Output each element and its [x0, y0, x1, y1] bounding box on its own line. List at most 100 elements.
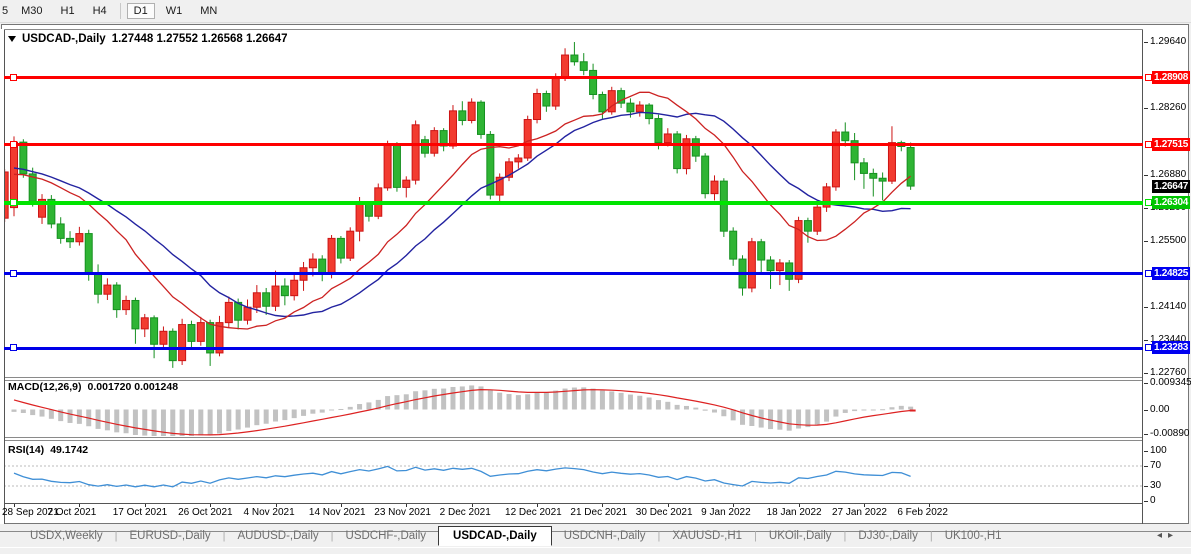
macd-histogram-bar	[553, 390, 559, 410]
scroll-left-button[interactable]: ◂	[1156, 530, 1168, 541]
macd-histogram-bar	[842, 409, 848, 413]
macd-signal-line	[13, 388, 911, 436]
hline-1.26304[interactable]	[4, 200, 1143, 205]
macd-histogram-bar	[394, 395, 400, 410]
macd-histogram-bar	[487, 390, 493, 410]
macd-histogram-bar	[805, 409, 811, 428]
candle-body	[729, 230, 738, 260]
hline-left-handle[interactable]	[10, 199, 17, 207]
date-label: 2 Dec 2021	[439, 507, 491, 518]
price-tick-mark	[1144, 207, 1148, 209]
price-tick-mark	[1144, 174, 1148, 176]
hline-left-handle[interactable]	[10, 344, 17, 352]
hline-1.28908[interactable]	[4, 75, 1143, 79]
candle-body	[794, 220, 803, 280]
timeframe-button-m30[interactable]: M30	[21, 5, 43, 17]
tab-usdchf-daily[interactable]: USDCHF-,Daily	[345, 530, 427, 542]
macd-histogram-bar	[160, 409, 166, 436]
timeframe-button-mn[interactable]: MN	[200, 5, 218, 17]
macd-histogram-bar	[179, 409, 185, 436]
scroll-right-button[interactable]: ▸	[1167, 530, 1179, 541]
tab-ukoil-daily[interactable]: UKOil-,Daily	[768, 530, 832, 542]
tab-bar-divider	[0, 531, 1191, 532]
macd-histogram-bar	[151, 409, 157, 436]
macd-histogram-bar	[375, 399, 381, 410]
tab-separator: |	[754, 530, 757, 542]
macd-tick-label: 0.009345	[1150, 377, 1191, 389]
candle-body	[775, 262, 784, 272]
macd-histogram-bar	[132, 409, 138, 436]
candle-body	[448, 110, 457, 147]
candle-body	[505, 161, 514, 178]
timeframe-button-h1[interactable]: H1	[60, 5, 75, 17]
ma-slow-line	[13, 111, 911, 318]
macd-histogram-bar	[646, 397, 652, 410]
candle-body	[439, 130, 448, 147]
tab-usdx-weekly[interactable]: USDX,Weekly	[30, 530, 103, 542]
macd-histogram-bar	[768, 409, 774, 430]
macd-histogram-bar	[207, 409, 213, 436]
candle-body	[654, 118, 663, 144]
macd-tick-label: 0.00	[1150, 403, 1170, 415]
tab-eurusd-daily[interactable]: EURUSD-,Daily	[129, 530, 211, 542]
macd-histogram-bar	[385, 396, 391, 410]
date-label: 9 Jan 2022	[701, 507, 751, 518]
date-tick-mark	[275, 504, 277, 507]
candle-body	[168, 330, 177, 362]
tab-usdcad-daily[interactable]: USDCAD-,Daily	[438, 526, 552, 546]
timeframe-button-5[interactable]: 5	[2, 5, 9, 17]
candle-body	[747, 241, 756, 289]
date-tick-mark	[14, 504, 15, 507]
candle-body	[645, 104, 654, 120]
hline-right-handle[interactable]	[1145, 344, 1152, 352]
macd-histogram-bar	[20, 409, 26, 413]
date-tick-mark	[79, 504, 81, 507]
hline-left-handle[interactable]	[10, 270, 17, 278]
candle-body	[803, 220, 812, 232]
price-tick-mark	[1144, 108, 1148, 110]
tab-scroll-arrows: ◂▸	[1157, 530, 1179, 541]
hline-1.23283[interactable]	[4, 346, 1143, 350]
candle-body	[719, 180, 728, 232]
candle-body	[215, 322, 224, 354]
timeframe-button-d1[interactable]: D1	[126, 3, 155, 19]
hline-right-handle[interactable]	[1145, 73, 1152, 81]
tab-separator: |	[843, 530, 847, 542]
price-tick-mark	[1144, 241, 1148, 243]
chevron-down-icon	[8, 36, 16, 42]
chart-canvas[interactable]	[0, 0, 1143, 526]
date-label: 4 Nov 2021	[243, 507, 295, 518]
candle-body	[766, 259, 775, 272]
macd-histogram-bar	[11, 409, 17, 412]
hline-right-handle[interactable]	[1145, 199, 1152, 207]
hline-1.24825[interactable]	[4, 272, 1143, 276]
candle-body	[150, 317, 159, 345]
left-margin-mask	[0, 29, 4, 526]
macd-histogram-bar	[357, 404, 363, 410]
candle-body	[280, 285, 289, 297]
hline-right-handle[interactable]	[1145, 270, 1152, 278]
price-tick-label: 1.24140	[1150, 300, 1187, 312]
macd-histogram-bar	[525, 394, 531, 410]
tab-uk100-h1[interactable]: UK100-,H1	[944, 530, 1002, 542]
hline-left-handle[interactable]	[10, 73, 17, 81]
hline-left-handle[interactable]	[10, 140, 17, 148]
ma-fast-line	[13, 91, 911, 330]
timeframe-button-h4[interactable]: H4	[92, 5, 107, 17]
date-tick-mark	[210, 504, 212, 507]
candle-body	[551, 76, 560, 107]
tab-dj30-daily[interactable]: DJ30-,Daily	[858, 530, 918, 542]
macd-histogram-bar	[571, 387, 577, 410]
candle-body	[56, 223, 65, 239]
hline-right-handle[interactable]	[1145, 140, 1152, 148]
tab-xauusd-h1[interactable]: XAUUSD-,H1	[672, 530, 743, 542]
tab-audusd-daily[interactable]: AUDUSD-,Daily	[237, 530, 319, 542]
macd-tick-mark	[1144, 434, 1148, 436]
tab-usdcnh-daily[interactable]: USDCNH-,Daily	[563, 530, 646, 542]
hline-1.27515[interactable]	[4, 142, 1143, 146]
macd-histogram-bar	[880, 409, 886, 411]
macd-histogram-bar	[758, 409, 764, 428]
date-label: 27 Jan 2022	[831, 507, 887, 518]
macd-histogram-bar	[216, 409, 222, 434]
timeframe-button-w1[interactable]: W1	[165, 5, 183, 17]
